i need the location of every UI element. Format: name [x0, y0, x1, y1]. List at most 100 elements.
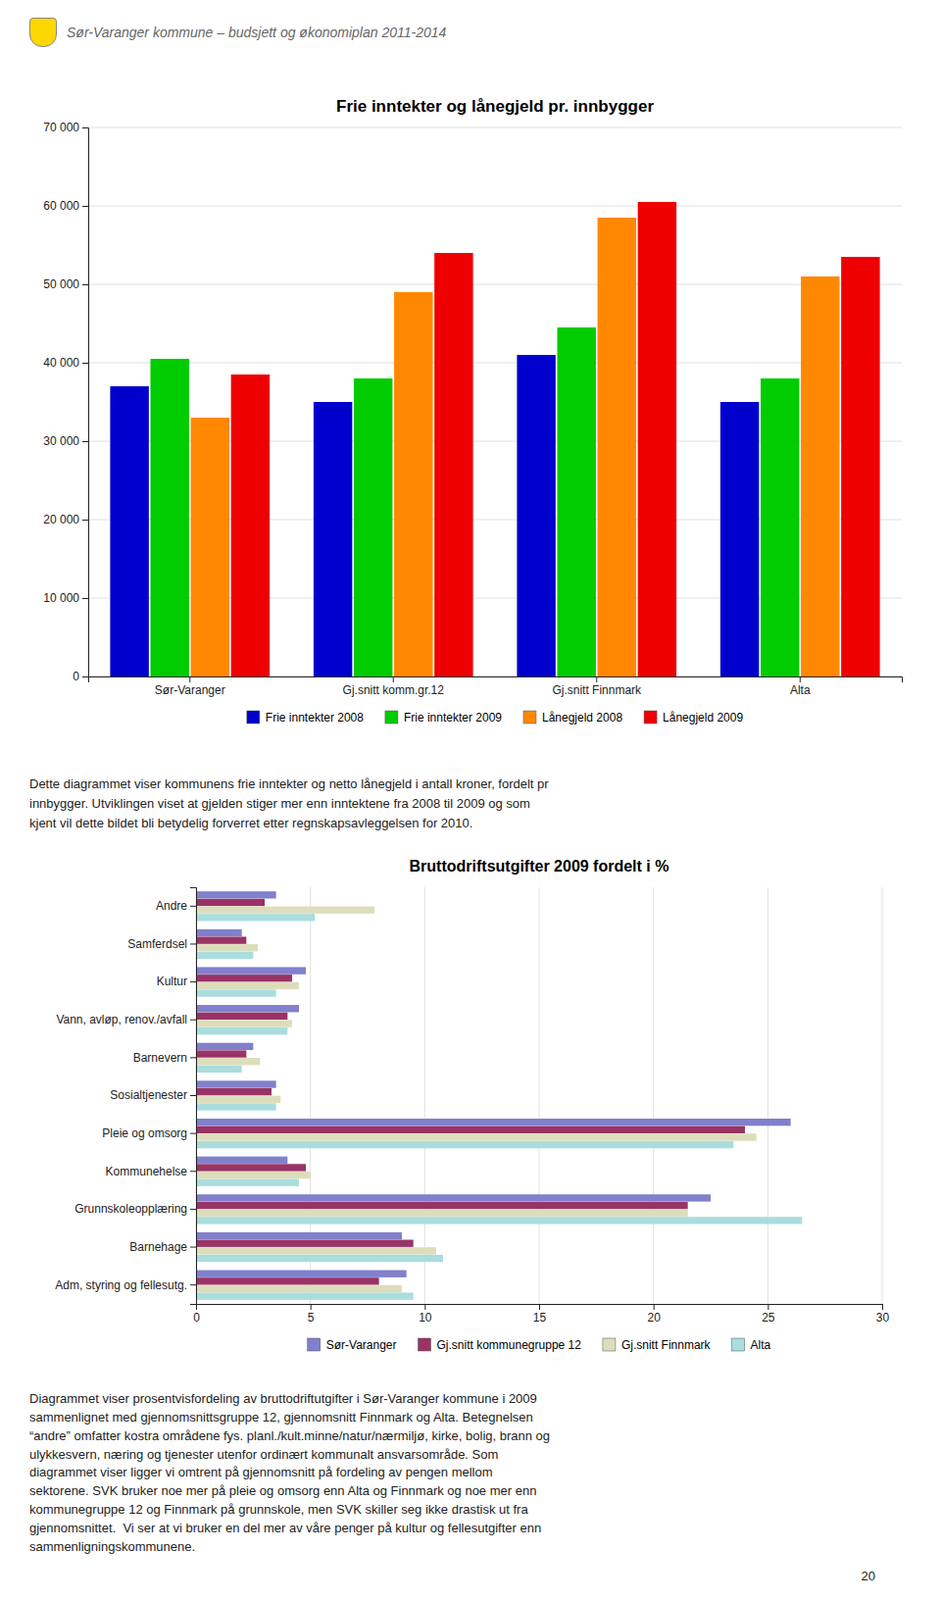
tick: 70 000	[43, 120, 89, 135]
grid-line	[88, 205, 902, 207]
tick-label: 30 000	[43, 434, 80, 448]
axis-line	[190, 888, 198, 1305]
tick: 0	[72, 669, 89, 684]
tick-label: 25	[761, 1310, 776, 1325]
legend-swatch	[732, 1337, 745, 1351]
tick: 25	[761, 1303, 776, 1325]
tick-mark	[882, 1303, 884, 1310]
bar	[720, 401, 759, 677]
tick-mark	[190, 1284, 197, 1286]
bar	[196, 989, 277, 996]
header: Sør-Varanger kommune – budsjett og økono…	[29, 17, 446, 48]
legend-item: Lånegjeld 2009	[643, 710, 743, 725]
bar	[109, 386, 149, 677]
tick: 20	[646, 1303, 661, 1325]
legend: Frie inntekter 2008Frie inntekter 2009Lå…	[247, 710, 744, 725]
bar	[196, 1201, 689, 1209]
tick-mark	[190, 1094, 197, 1096]
grid-line	[88, 127, 902, 129]
series	[196, 905, 757, 1292]
grid-line	[88, 362, 902, 364]
tick-mark	[82, 441, 89, 443]
body-text: Diagrammet viser prosentvisfordeling av …	[29, 1389, 912, 1557]
tick-label: Gj.snitt Finnmark	[551, 683, 643, 697]
legend-item: Gj.snitt kommunegruppe 12	[418, 1337, 583, 1352]
bar	[196, 1270, 407, 1278]
axis-line	[197, 1304, 884, 1311]
tick: Samferdsel	[127, 937, 197, 951]
tick: Kommunehelse	[105, 1164, 197, 1179]
tick-mark	[82, 597, 89, 599]
bar	[196, 1095, 281, 1103]
bar	[196, 1209, 689, 1217]
tick-mark	[595, 676, 597, 683]
legend-item: Frie inntekter 2009	[385, 710, 502, 725]
tick-label: 30	[876, 1310, 891, 1325]
tick-label: Andre	[155, 898, 188, 913]
tick-label: Vann, avløp, renov./avfall	[55, 1012, 188, 1027]
tick-label: 20	[646, 1310, 661, 1325]
tick: Sør-Varanger	[154, 676, 226, 697]
bar	[196, 1239, 414, 1247]
tick: 50 000	[43, 277, 89, 292]
bar	[149, 358, 189, 677]
series	[196, 898, 745, 1286]
tick-label: Sør-Varanger	[154, 683, 226, 697]
bar	[353, 378, 393, 677]
bar	[196, 1057, 260, 1065]
header-text: Sør-Varanger kommune – budsjett og økono…	[66, 24, 446, 41]
legend-item: Sør-Varanger	[307, 1337, 397, 1352]
tick-label: Adm, styring og fellesutg.	[54, 1278, 188, 1292]
bar	[196, 1126, 745, 1134]
tick: Gj.snitt komm.gr.12	[343, 676, 446, 697]
grid	[196, 887, 883, 1304]
grid-line	[652, 887, 654, 1304]
bar	[196, 1216, 802, 1224]
bar	[196, 1171, 311, 1179]
grid-line	[882, 887, 884, 1304]
bar	[196, 1246, 437, 1254]
tick-mark	[799, 676, 801, 683]
bar	[196, 1118, 792, 1126]
bar	[196, 1042, 253, 1050]
bar	[313, 401, 352, 677]
legend-item: Gj.snitt Finnmark	[602, 1337, 712, 1352]
tick-label: Pleie og omsorg	[101, 1126, 188, 1140]
bar	[196, 943, 258, 951]
legend-label: Sør-Varanger	[326, 1337, 397, 1352]
bar	[196, 951, 253, 959]
chart: Frie inntekter og lånegjeld pr. innbygge…	[43, 97, 902, 725]
bar	[196, 913, 315, 921]
bar	[191, 417, 230, 677]
bar	[394, 292, 433, 677]
bar	[196, 1102, 277, 1110]
tick: 0	[193, 1303, 200, 1325]
grid-line	[539, 887, 541, 1304]
bar	[196, 1277, 380, 1285]
legend-label: Lånegjeld 2009	[662, 710, 743, 725]
legend: Sør-Varanger Gj.snitt kommunegruppe 12 Gj.…	[307, 1337, 772, 1352]
tick-label: Barnehage	[129, 1239, 188, 1254]
category-axis: AndreSamferdselKulturVann, avløp, renov.…	[54, 888, 197, 1305]
tick: 5	[307, 1303, 315, 1325]
tick: 10 000	[43, 591, 89, 605]
tick-label: Samferdsel	[127, 937, 188, 951]
tick-mark	[190, 1133, 197, 1135]
chart: Bruttodriftsutgifter 2009 fordelt i %051…	[54, 857, 890, 1352]
bar	[434, 252, 473, 677]
bar	[196, 1019, 293, 1027]
tick: Alta	[790, 676, 811, 697]
tick: Barnevern	[133, 1050, 197, 1065]
bar	[196, 1027, 288, 1035]
series	[191, 217, 841, 677]
series	[149, 327, 799, 677]
body-text: Dette diagrammet viser kommunens frie in…	[29, 774, 912, 834]
bar	[196, 1291, 414, 1299]
legend-swatch	[643, 710, 657, 724]
bar	[196, 1254, 444, 1262]
bar	[196, 1012, 288, 1020]
tick-label: 15	[533, 1310, 547, 1325]
bar	[196, 936, 247, 943]
legend-item: Alta	[732, 1337, 772, 1352]
bar	[196, 1285, 402, 1292]
